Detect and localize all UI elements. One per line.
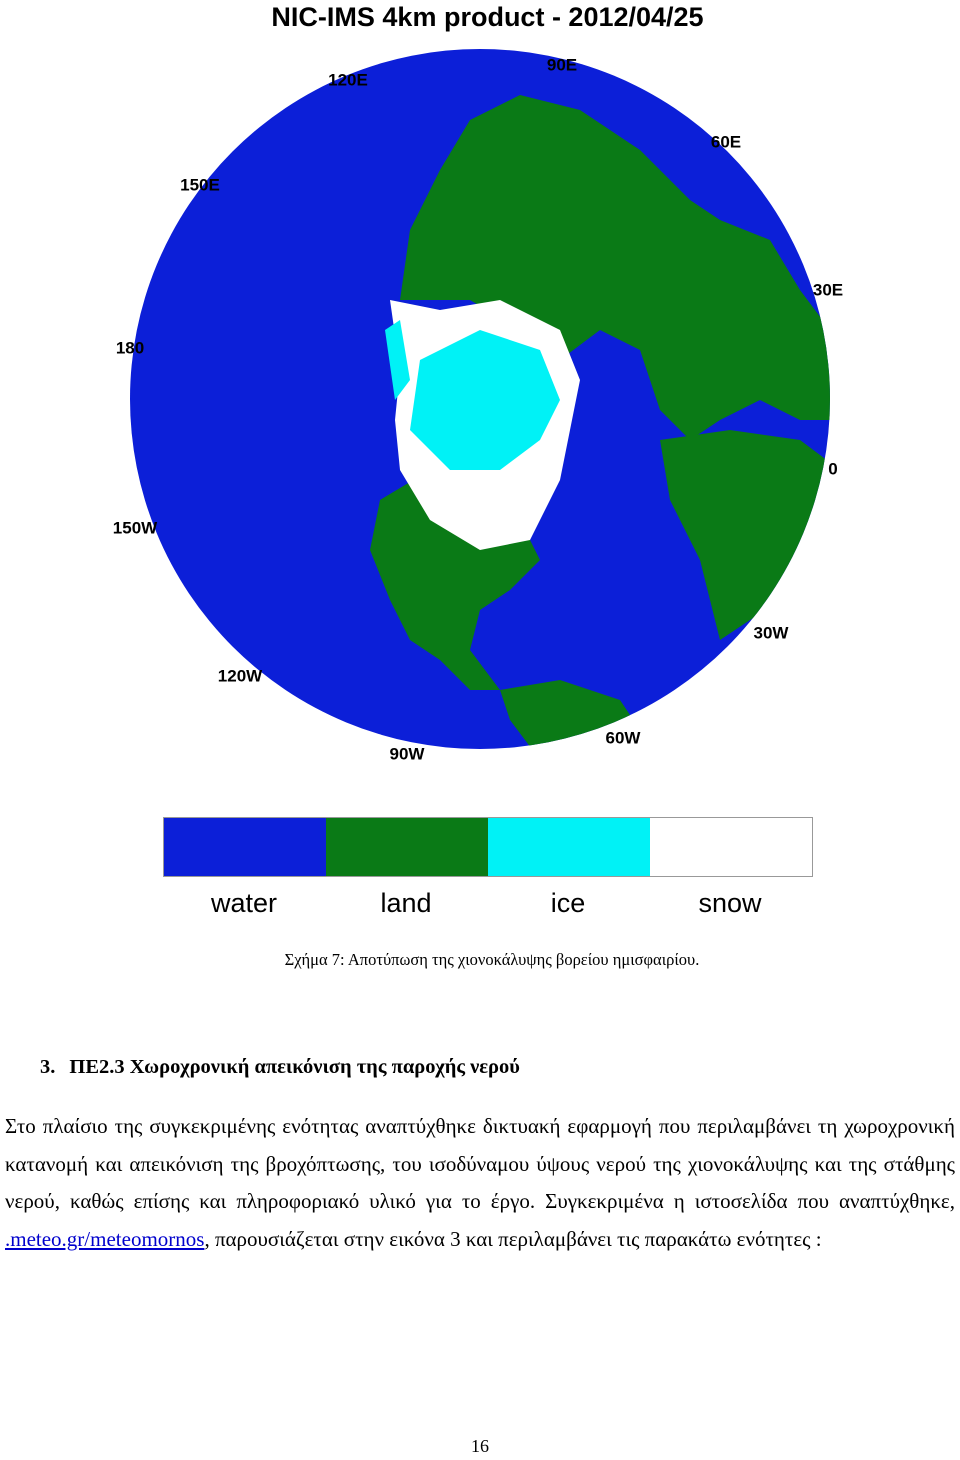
section-number: 3. <box>40 1056 56 1078</box>
longitude-label: 180 <box>116 338 144 357</box>
longitude-label: 60E <box>711 132 741 151</box>
legend-swatch <box>164 818 326 876</box>
link[interactable]: .meteo.gr/meteomornos <box>5 1226 205 1251</box>
longitude-label: 150E <box>180 175 220 194</box>
legend-swatch <box>326 818 488 876</box>
ice-snow <box>385 300 580 550</box>
longitude-label: 60W <box>606 728 642 747</box>
paragraph: Στο πλαίσιο της συγκεκριμένης ενότητας α… <box>5 1108 955 1258</box>
longitude-label: 90E <box>547 55 577 74</box>
longitude-label: 90W <box>390 744 426 763</box>
longitude-label: 0 <box>828 459 837 478</box>
map: 90E 60E 30E 0 30W 60W 90W 120W 150W 180 150E 120E <box>113 49 843 763</box>
page-number: 16 <box>471 1436 489 1456</box>
legend-label: ice <box>550 888 586 918</box>
legend-label: water <box>210 888 278 918</box>
longitude-label: 150W <box>113 518 158 537</box>
longitude-label: 30E <box>813 280 843 299</box>
figure-title: NIC-IMS 4km product - 2012/04/25 <box>271 2 704 32</box>
longitude-label: 120W <box>218 666 263 685</box>
legend <box>163 817 813 877</box>
section-heading: 3. ΠΕ2.3 Χωροχρονική απεικόνιση της παροχ… <box>40 1056 534 1079</box>
legend-swatch <box>488 818 650 876</box>
section-title: ΠΕ2.3 Χωροχρονική απεικόνιση της παροχής… <box>69 1056 520 1078</box>
text: Στο πλαίσιο της συγκεκριμένης ενότητας α… <box>5 1114 955 1213</box>
longitude-label: 30W <box>754 623 790 642</box>
figure-caption: Σχήμα 7: Αποτύπωση της χιονοκάλυψης βορε… <box>284 950 700 969</box>
legend-label: snow <box>698 888 762 918</box>
longitude-label: 120E <box>328 70 368 89</box>
legend-label: land <box>380 888 432 918</box>
legend-swatch <box>650 818 812 876</box>
text: , παρουσιάζεται στην εικόνα 3 και περιλα… <box>204 1226 822 1251</box>
